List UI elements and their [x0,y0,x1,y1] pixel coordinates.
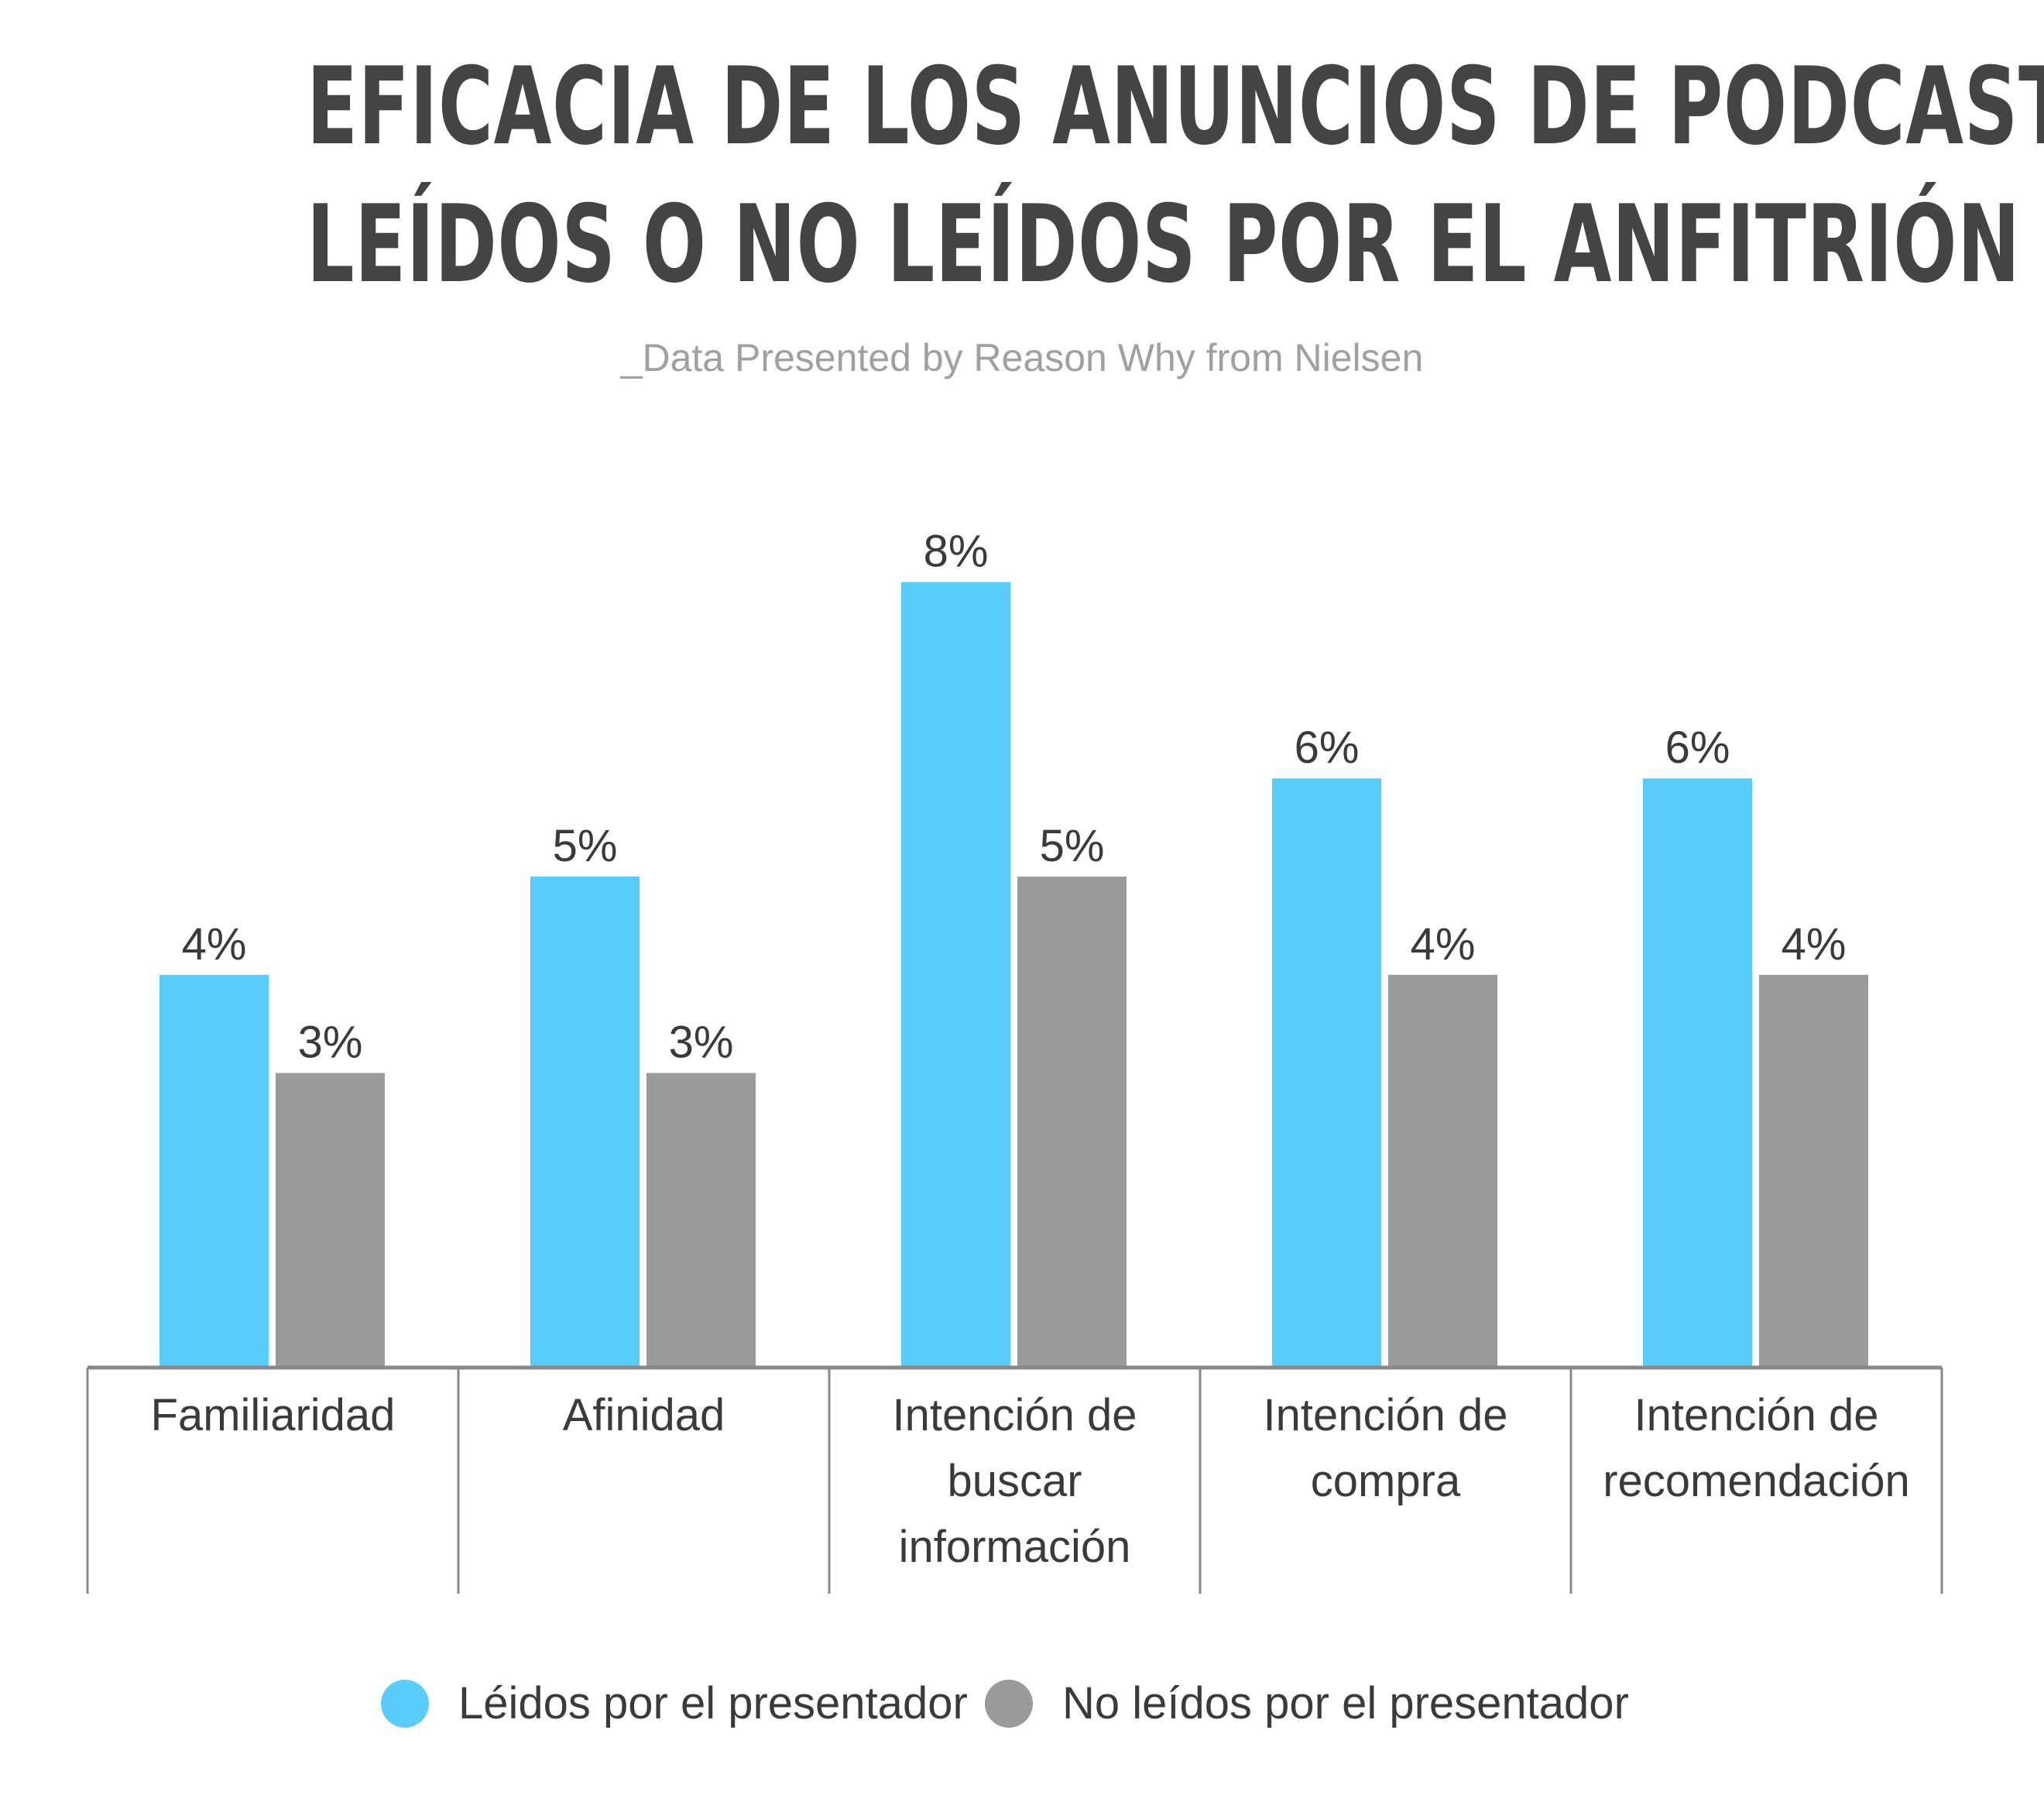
legend-swatch-read [381,1680,429,1728]
data-label-read-2: 8% [924,527,989,577]
data-label-read-0: 4% [182,919,247,970]
x-tick-label-0: Familiaridad [151,1390,396,1440]
data-label-read-3: 6% [1295,723,1360,773]
x-tick-label-line: Afinidad [563,1390,725,1440]
legend-label-read: Léidos por el presentador [458,1678,968,1728]
x-tick-label-4: Intención de recomendación [1603,1390,1910,1506]
bar-read-4 [1643,778,1752,1368]
x-tick-label-line: Intención de [1263,1390,1507,1440]
bar-read-0 [159,974,269,1368]
bar-read-1 [530,877,640,1368]
x-tick-label-line: Familiaridad [151,1390,396,1440]
chart-subtitle: _Data Presented by Reason Why from Niels… [620,336,1424,379]
data-label-not-read-4: 4% [1782,919,1847,970]
x-tick-label-line: buscar [947,1456,1082,1506]
bar-not-read-3 [1388,974,1497,1368]
bar-read-2 [901,582,1010,1368]
data-label-not-read-0: 3% [298,1018,363,1068]
data-label-read-4: 6% [1665,723,1730,773]
data-label-read-1: 5% [553,821,618,871]
legend: Léidos por el presentador No leídos por … [0,1673,2044,1735]
bar-not-read-0 [276,1073,385,1368]
x-tick-label-2: Intención de buscar información [892,1390,1137,1572]
bar-not-read-1 [646,1073,756,1368]
x-tick-label-line: Intención de [1634,1390,1878,1440]
data-label-not-read-3: 4% [1411,919,1476,970]
x-tick-label-line: Intención de [892,1390,1137,1440]
data-label-not-read-1: 3% [669,1018,734,1068]
bar-not-read-2 [1017,877,1127,1368]
x-tick-label-3: Intención de compra [1263,1390,1507,1506]
chart-title-line-2: LEÍDOS O NO LEÍDOS POR EL ANFITRIÓN [307,182,2021,307]
x-tick-label-line: compra [1311,1456,1461,1506]
bar-not-read-4 [1759,974,1868,1368]
x-tick-label-1: Afinidad [563,1390,725,1440]
x-tick-label-line: recomendación [1603,1456,1910,1506]
legend-swatch-not-read [985,1680,1033,1728]
data-label-not-read-2: 5% [1040,821,1105,871]
bar-read-3 [1272,778,1381,1368]
legend-label-not-read: No leídos por el presentador [1062,1678,1629,1728]
x-tick-label-line: información [899,1522,1131,1572]
